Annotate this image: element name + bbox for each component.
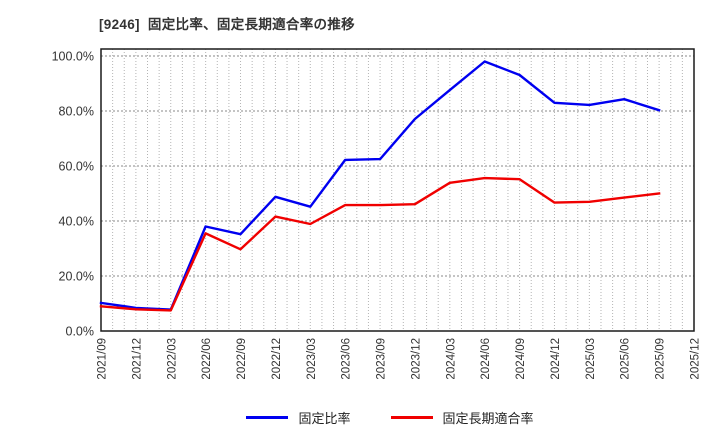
svg-text:0.0%: 0.0%	[66, 325, 95, 339]
x-axis-tick-labels: 2021/09 2021/12 2022/03 2022/06 2022/09 2022/…	[97, 338, 702, 380]
svg-text:20.0%: 20.0%	[59, 270, 94, 284]
chart-legend: 固定比率 固定長期適合率	[30, 403, 720, 431]
svg-text:2025/09: 2025/09	[655, 338, 667, 380]
svg-text:2023/06: 2023/06	[341, 338, 353, 380]
legend-label-fixed-ratio: 固定比率	[298, 410, 351, 426]
svg-text:2024/03: 2024/03	[445, 338, 457, 380]
svg-text:2021/09: 2021/09	[97, 338, 109, 380]
svg-text:2021/12: 2021/12	[131, 338, 143, 380]
svg-text:2022/09: 2022/09	[236, 338, 248, 380]
svg-text:2024/06: 2024/06	[480, 338, 492, 380]
chart-svg: 0.0%20.0%40.0%60.0%80.0%100.0% 2021/09 20…	[52, 48, 702, 380]
svg-text:40.0%: 40.0%	[59, 215, 94, 229]
svg-text:2023/12: 2023/12	[410, 338, 422, 380]
legend-item-fixed-longterm-ratio: 固定長期適合率	[390, 408, 534, 427]
svg-text:2023/03: 2023/03	[306, 338, 318, 380]
svg-text:2025/06: 2025/06	[620, 338, 632, 380]
legend-item-fixed-ratio: 固定比率	[246, 408, 351, 427]
svg-text:2023/09: 2023/09	[376, 338, 388, 380]
chart-grid	[100, 49, 695, 331]
legend-label-fixed-longterm-ratio: 固定長期適合率	[442, 410, 534, 426]
svg-text:2025/03: 2025/03	[585, 338, 597, 380]
svg-text:2022/03: 2022/03	[166, 338, 178, 380]
y-axis-tick-labels: 0.0% 20.0% 40.0% 60.0% 80.0% 100.0%	[52, 50, 94, 339]
legend-line-red	[390, 415, 433, 419]
chart-series-lines	[99, 60, 661, 312]
svg-text:2025/12: 2025/12	[690, 338, 702, 380]
svg-text:2022/06: 2022/06	[201, 338, 213, 380]
svg-text:100.0%: 100.0%	[52, 50, 94, 64]
svg-text:2022/12: 2022/12	[271, 338, 283, 380]
chart-title: [9246] 固定比率、固定長期適合率の推移	[99, 17, 355, 32]
chart-frame	[100, 48, 695, 332]
svg-text:60.0%: 60.0%	[59, 160, 94, 174]
svg-text:2024/12: 2024/12	[550, 338, 562, 380]
svg-text:80.0%: 80.0%	[59, 105, 94, 119]
legend-line-blue	[246, 415, 289, 419]
svg-text:2024/09: 2024/09	[515, 338, 527, 380]
